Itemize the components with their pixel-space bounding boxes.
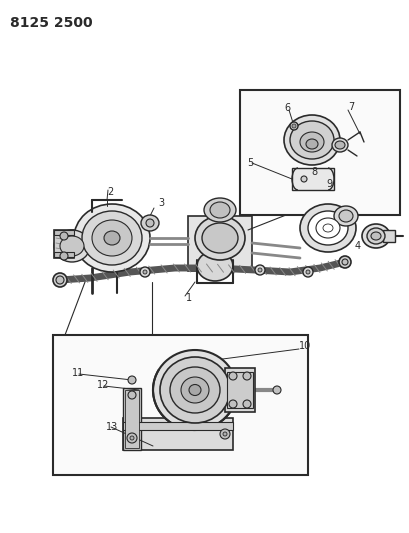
Bar [123, 422, 232, 430]
Text: 10: 10 [298, 341, 310, 351]
Ellipse shape [361, 224, 389, 248]
Ellipse shape [104, 231, 120, 245]
Ellipse shape [366, 228, 384, 244]
Ellipse shape [331, 138, 347, 152]
Ellipse shape [305, 139, 317, 149]
Circle shape [146, 219, 154, 227]
Ellipse shape [195, 216, 245, 260]
Text: 4: 4 [354, 241, 360, 251]
Circle shape [53, 273, 67, 287]
Circle shape [130, 436, 134, 440]
Text: 8: 8 [310, 167, 316, 177]
Bar [125, 390, 139, 448]
Ellipse shape [74, 204, 150, 272]
Circle shape [254, 265, 264, 275]
Bar [54, 230, 74, 258]
Text: 12: 12 [97, 380, 109, 390]
Bar [227, 372, 252, 408]
Bar [382, 230, 394, 242]
Circle shape [139, 267, 150, 277]
Ellipse shape [283, 115, 339, 165]
Ellipse shape [204, 198, 236, 222]
Ellipse shape [170, 367, 220, 413]
Circle shape [300, 176, 306, 182]
Ellipse shape [82, 211, 142, 265]
Circle shape [289, 122, 297, 130]
Ellipse shape [153, 350, 236, 430]
Bar [53, 335, 307, 475]
Circle shape [305, 270, 309, 274]
Ellipse shape [54, 230, 90, 262]
Text: 5: 5 [246, 158, 253, 168]
Circle shape [143, 270, 147, 274]
Text: 8125 2500: 8125 2500 [10, 16, 92, 30]
Ellipse shape [333, 206, 357, 226]
Text: 6: 6 [283, 103, 290, 113]
Circle shape [128, 376, 136, 384]
Circle shape [56, 276, 64, 284]
Ellipse shape [370, 232, 380, 240]
Text: 1: 1 [186, 293, 192, 303]
Bar [188, 216, 252, 271]
Circle shape [127, 433, 137, 443]
Bar [123, 388, 141, 450]
Text: 7: 7 [347, 102, 353, 112]
Circle shape [229, 372, 236, 380]
Bar [54, 252, 74, 257]
Ellipse shape [322, 224, 332, 232]
Text: 11: 11 [72, 368, 84, 378]
Circle shape [128, 391, 136, 399]
Circle shape [272, 386, 280, 394]
Circle shape [229, 400, 236, 408]
Bar [123, 418, 232, 450]
Ellipse shape [202, 223, 237, 253]
Circle shape [60, 232, 68, 240]
Ellipse shape [307, 211, 347, 245]
Text: 3: 3 [157, 198, 164, 208]
Text: 9: 9 [325, 179, 331, 189]
Ellipse shape [338, 210, 352, 222]
Circle shape [291, 124, 295, 128]
Ellipse shape [299, 204, 355, 252]
Bar [54, 230, 74, 235]
Ellipse shape [180, 377, 209, 403]
Bar [291, 168, 333, 190]
Ellipse shape [299, 132, 323, 152]
Ellipse shape [196, 251, 232, 281]
Ellipse shape [315, 218, 339, 238]
Text: 2: 2 [107, 187, 113, 197]
Circle shape [341, 259, 347, 265]
Bar [225, 368, 254, 412]
Circle shape [220, 429, 229, 439]
Ellipse shape [141, 215, 159, 231]
Ellipse shape [160, 357, 229, 423]
Ellipse shape [209, 202, 229, 218]
Circle shape [60, 252, 68, 260]
Circle shape [257, 268, 261, 272]
Ellipse shape [60, 236, 84, 256]
Circle shape [243, 372, 250, 380]
Circle shape [338, 256, 350, 268]
Circle shape [302, 267, 312, 277]
Ellipse shape [334, 141, 344, 149]
Ellipse shape [289, 121, 333, 159]
Circle shape [222, 432, 227, 436]
Bar [239, 90, 399, 215]
Ellipse shape [189, 384, 200, 395]
Ellipse shape [92, 220, 132, 256]
Text: 13: 13 [106, 422, 118, 432]
Circle shape [243, 400, 250, 408]
